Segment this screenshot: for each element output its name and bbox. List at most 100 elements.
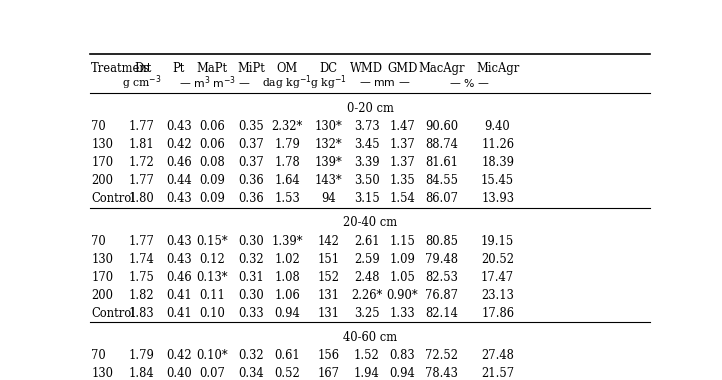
- Text: 1.79: 1.79: [274, 138, 300, 151]
- Text: 1.77: 1.77: [129, 234, 155, 247]
- Text: 0.36: 0.36: [238, 174, 264, 187]
- Text: 82.53: 82.53: [425, 271, 458, 284]
- Text: 1.94: 1.94: [354, 367, 380, 380]
- Text: 0.31: 0.31: [238, 271, 264, 284]
- Text: MacAgr: MacAgr: [418, 62, 465, 75]
- Text: 0.36: 0.36: [238, 192, 264, 206]
- Text: 0.52: 0.52: [274, 367, 300, 380]
- Text: 11.26: 11.26: [481, 138, 514, 151]
- Text: 3.50: 3.50: [354, 174, 380, 187]
- Text: 1.15: 1.15: [390, 234, 415, 247]
- Text: 20.52: 20.52: [481, 253, 514, 266]
- Text: 0.61: 0.61: [274, 349, 300, 362]
- Text: 0.15*: 0.15*: [196, 234, 228, 247]
- Text: 20-40 cm: 20-40 cm: [343, 217, 397, 230]
- Text: 1.52: 1.52: [354, 349, 380, 362]
- Text: 0.32: 0.32: [238, 349, 264, 362]
- Text: 70: 70: [92, 120, 106, 133]
- Text: 0.35: 0.35: [238, 120, 264, 133]
- Text: 0.12: 0.12: [199, 253, 225, 266]
- Text: 0.09: 0.09: [199, 192, 225, 206]
- Text: 151: 151: [318, 253, 339, 266]
- Text: 132*: 132*: [315, 138, 342, 151]
- Text: 1.08: 1.08: [274, 271, 300, 284]
- Text: 1.74: 1.74: [129, 253, 155, 266]
- Text: 3.15: 3.15: [354, 192, 380, 206]
- Text: 23.13: 23.13: [481, 289, 514, 302]
- Text: 13.93: 13.93: [481, 192, 514, 206]
- Text: WMD: WMD: [350, 62, 383, 75]
- Text: 27.48: 27.48: [481, 349, 514, 362]
- Text: 1.72: 1.72: [129, 156, 155, 169]
- Text: 90.60: 90.60: [425, 120, 458, 133]
- Text: 0.94: 0.94: [274, 307, 300, 320]
- Text: Control: Control: [92, 192, 135, 206]
- Text: 86.07: 86.07: [425, 192, 458, 206]
- Text: 139*: 139*: [315, 156, 342, 169]
- Text: 0.46: 0.46: [166, 156, 191, 169]
- Text: 0.30: 0.30: [238, 234, 264, 247]
- Text: 170: 170: [92, 271, 113, 284]
- Text: 1.37: 1.37: [390, 156, 415, 169]
- Text: 0.10*: 0.10*: [196, 349, 228, 362]
- Text: 1.05: 1.05: [390, 271, 415, 284]
- Text: 70: 70: [92, 234, 106, 247]
- Text: 78.43: 78.43: [425, 367, 458, 380]
- Text: Pt: Pt: [173, 62, 185, 75]
- Text: 0.43: 0.43: [166, 253, 191, 266]
- Text: 15.45: 15.45: [481, 174, 514, 187]
- Text: 0.07: 0.07: [199, 367, 225, 380]
- Text: 2.61: 2.61: [354, 234, 380, 247]
- Text: 0.32: 0.32: [238, 253, 264, 266]
- Text: 0.34: 0.34: [238, 367, 264, 380]
- Text: 1.53: 1.53: [274, 192, 300, 206]
- Text: dag kg$^{-1}$: dag kg$^{-1}$: [262, 74, 312, 92]
- Text: 1.64: 1.64: [274, 174, 300, 187]
- Text: $\mathrm{—\ \%\ —}$: $\mathrm{—\ \%\ —}$: [449, 77, 490, 89]
- Text: 21.57: 21.57: [481, 367, 514, 380]
- Text: 0.43: 0.43: [166, 234, 191, 247]
- Text: 3.25: 3.25: [354, 307, 380, 320]
- Text: 0.83: 0.83: [390, 349, 415, 362]
- Text: OM: OM: [277, 62, 298, 75]
- Text: 80.85: 80.85: [425, 234, 458, 247]
- Text: 0.06: 0.06: [199, 138, 225, 151]
- Text: 2.48: 2.48: [354, 271, 380, 284]
- Text: 19.15: 19.15: [481, 234, 514, 247]
- Text: 17.47: 17.47: [481, 271, 514, 284]
- Text: 131: 131: [318, 289, 339, 302]
- Text: 1.02: 1.02: [274, 253, 300, 266]
- Text: 0.08: 0.08: [199, 156, 225, 169]
- Text: 0.33: 0.33: [238, 307, 264, 320]
- Text: 130: 130: [92, 367, 113, 380]
- Text: 143*: 143*: [315, 174, 342, 187]
- Text: 0.37: 0.37: [238, 138, 264, 151]
- Text: 82.14: 82.14: [425, 307, 458, 320]
- Text: 0.09: 0.09: [199, 174, 225, 187]
- Text: 0.46: 0.46: [166, 271, 191, 284]
- Text: g cm$^{-3}$: g cm$^{-3}$: [122, 74, 162, 92]
- Text: Ds: Ds: [134, 62, 149, 75]
- Text: 72.52: 72.52: [425, 349, 458, 362]
- Text: GMD: GMD: [387, 62, 417, 75]
- Text: 0.94: 0.94: [390, 367, 415, 380]
- Text: 2.32*: 2.32*: [271, 120, 303, 133]
- Text: 130: 130: [92, 253, 113, 266]
- Text: 1.77: 1.77: [129, 120, 155, 133]
- Text: 0.43: 0.43: [166, 120, 191, 133]
- Text: 2.59: 2.59: [354, 253, 380, 266]
- Text: 1.39*: 1.39*: [271, 234, 303, 247]
- Text: DC: DC: [320, 62, 338, 75]
- Text: 94: 94: [321, 192, 336, 206]
- Text: 3.73: 3.73: [354, 120, 380, 133]
- Text: 18.39: 18.39: [481, 156, 514, 169]
- Text: 130: 130: [92, 138, 113, 151]
- Text: 0.30: 0.30: [238, 289, 264, 302]
- Text: 0.43: 0.43: [166, 192, 191, 206]
- Text: 1.83: 1.83: [129, 307, 155, 320]
- Text: 130*: 130*: [315, 120, 342, 133]
- Text: 1.75: 1.75: [129, 271, 155, 284]
- Text: MiPt: MiPt: [237, 62, 265, 75]
- Text: 0.42: 0.42: [166, 138, 191, 151]
- Text: 1.54: 1.54: [390, 192, 415, 206]
